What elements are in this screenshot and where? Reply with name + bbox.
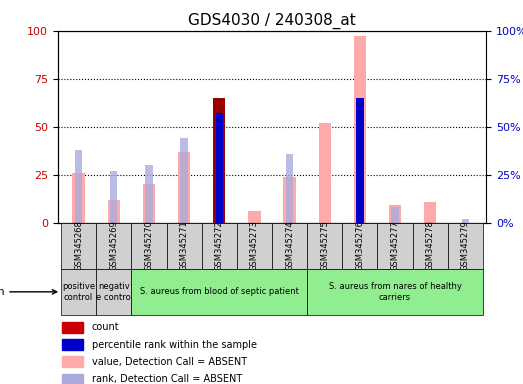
Bar: [62, 356, 83, 367]
Bar: [391, 207, 399, 223]
Bar: [143, 184, 155, 223]
Bar: [215, 113, 223, 223]
Text: S. aureus from nares of healthy
carriers: S. aureus from nares of healthy carriers: [328, 282, 461, 301]
FancyBboxPatch shape: [307, 223, 342, 269]
FancyBboxPatch shape: [237, 223, 272, 269]
Bar: [356, 98, 363, 223]
Bar: [145, 165, 153, 223]
Bar: [73, 173, 85, 223]
FancyBboxPatch shape: [61, 269, 96, 315]
Bar: [213, 98, 225, 223]
Bar: [180, 138, 188, 223]
Text: GSM345269: GSM345269: [109, 220, 118, 271]
FancyBboxPatch shape: [272, 223, 307, 269]
FancyBboxPatch shape: [96, 269, 131, 315]
Text: positive
control: positive control: [62, 282, 95, 301]
FancyBboxPatch shape: [378, 223, 413, 269]
FancyBboxPatch shape: [61, 223, 96, 269]
FancyBboxPatch shape: [342, 223, 378, 269]
Text: GSM345278: GSM345278: [426, 220, 435, 271]
Bar: [108, 200, 120, 223]
Text: negativ
e contro: negativ e contro: [96, 282, 131, 301]
Bar: [248, 211, 260, 223]
FancyBboxPatch shape: [448, 223, 483, 269]
Bar: [110, 171, 118, 223]
Text: infection: infection: [0, 287, 56, 297]
Text: rank, Detection Call = ABSENT: rank, Detection Call = ABSENT: [92, 374, 242, 384]
Bar: [178, 152, 190, 223]
Text: GSM345271: GSM345271: [179, 220, 189, 271]
Title: GDS4030 / 240308_at: GDS4030 / 240308_at: [188, 13, 356, 29]
Text: GSM345268: GSM345268: [74, 220, 83, 271]
FancyBboxPatch shape: [131, 223, 166, 269]
Text: value, Detection Call = ABSENT: value, Detection Call = ABSENT: [92, 357, 247, 367]
Text: percentile rank within the sample: percentile rank within the sample: [92, 339, 257, 349]
Bar: [62, 322, 83, 333]
Bar: [283, 177, 295, 223]
Bar: [424, 202, 436, 223]
Bar: [215, 209, 223, 223]
Bar: [462, 219, 469, 223]
Text: count: count: [92, 322, 119, 332]
Bar: [319, 123, 331, 223]
FancyBboxPatch shape: [96, 223, 131, 269]
Text: GSM345275: GSM345275: [320, 220, 329, 271]
FancyBboxPatch shape: [202, 223, 237, 269]
Text: GSM345276: GSM345276: [355, 220, 365, 271]
Bar: [354, 36, 366, 223]
Text: GSM345270: GSM345270: [144, 220, 153, 271]
Text: GSM345277: GSM345277: [391, 220, 400, 271]
Text: GSM345272: GSM345272: [215, 220, 224, 271]
FancyBboxPatch shape: [307, 269, 483, 315]
Bar: [75, 150, 82, 223]
Bar: [389, 205, 401, 223]
FancyBboxPatch shape: [131, 269, 307, 315]
Bar: [62, 339, 83, 350]
Text: GSM345279: GSM345279: [461, 220, 470, 271]
Text: S. aureus from blood of septic patient: S. aureus from blood of septic patient: [140, 287, 299, 296]
Bar: [286, 154, 293, 223]
Bar: [62, 374, 83, 384]
Text: GSM345274: GSM345274: [285, 220, 294, 271]
FancyBboxPatch shape: [413, 223, 448, 269]
Text: GSM345273: GSM345273: [250, 220, 259, 271]
FancyBboxPatch shape: [166, 223, 202, 269]
